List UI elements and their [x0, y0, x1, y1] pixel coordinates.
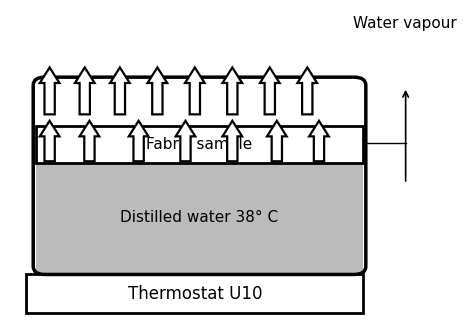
Polygon shape	[267, 121, 287, 161]
Polygon shape	[40, 67, 59, 114]
Text: Thermostat U10: Thermostat U10	[128, 285, 262, 303]
Polygon shape	[176, 121, 195, 161]
Polygon shape	[147, 67, 167, 114]
Bar	[26, 274, 364, 313]
Text: Fabric sample: Fabric sample	[146, 137, 253, 152]
Bar	[36, 126, 364, 163]
Polygon shape	[222, 67, 242, 114]
Polygon shape	[222, 121, 242, 161]
Polygon shape	[129, 121, 148, 161]
Polygon shape	[80, 121, 99, 161]
Polygon shape	[185, 67, 205, 114]
Bar	[36, 163, 364, 273]
Polygon shape	[110, 67, 130, 114]
Polygon shape	[309, 121, 329, 161]
Text: Water vapour: Water vapour	[354, 16, 457, 31]
Polygon shape	[260, 67, 280, 114]
Polygon shape	[75, 67, 95, 114]
Polygon shape	[40, 121, 59, 161]
Polygon shape	[297, 67, 317, 114]
Text: Distilled water 38° C: Distilled water 38° C	[120, 210, 279, 225]
